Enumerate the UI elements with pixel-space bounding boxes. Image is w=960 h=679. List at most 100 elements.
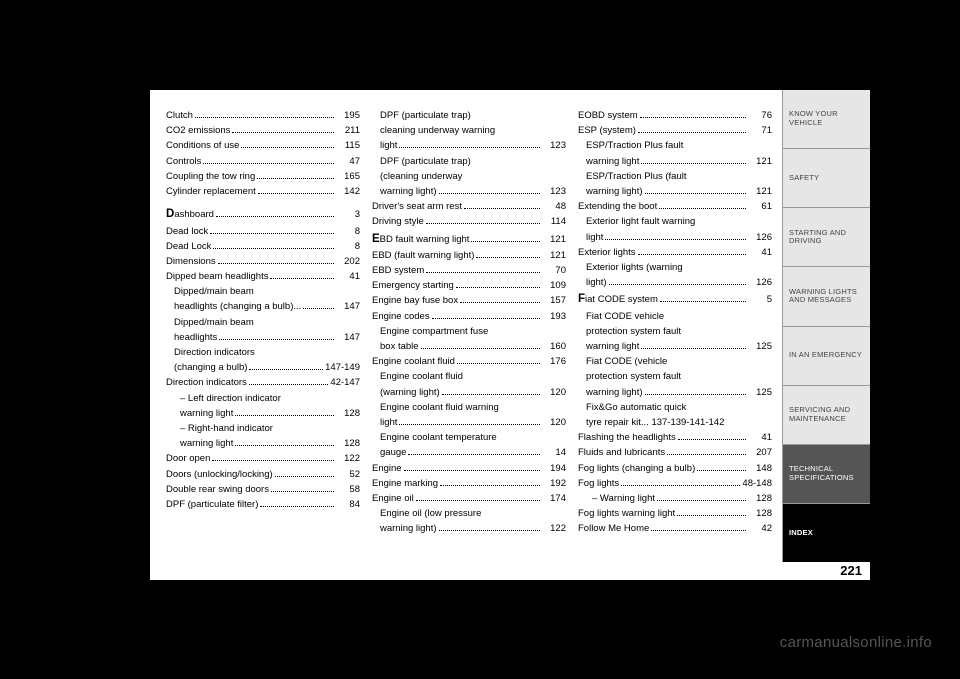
index-entry-label: Engine marking	[372, 476, 438, 491]
index-entry: Driver's seat arm rest48	[372, 199, 566, 214]
index-entry-page: 174	[542, 491, 566, 506]
index-entry-page: 125	[748, 339, 772, 354]
index-entry: EBD (fault warning light) 121	[372, 248, 566, 263]
index-entry-continuation: tyre repair kit... 137-139-141-142	[578, 415, 772, 430]
index-entry-page: 121	[542, 248, 566, 263]
index-entry-label: Engine coolant fluid	[380, 369, 463, 384]
leader-dots	[641, 163, 746, 164]
index-entry: Dashboard3	[166, 205, 360, 223]
leader-dots	[645, 394, 747, 395]
section-tab[interactable]: STARTING ANDDRIVING	[783, 208, 870, 267]
index-entry-page: 41	[748, 430, 772, 445]
leader-dots	[270, 278, 334, 279]
index-entry-label: Extending the boot	[578, 199, 657, 214]
leader-dots	[638, 254, 746, 255]
index-entry-page: 3	[336, 207, 360, 222]
section-tabs: KNOW YOURVEHICLESAFETYSTARTING ANDDRIVIN…	[782, 90, 870, 562]
index-entry-label: Door open	[166, 451, 210, 466]
index-entry: EOBD system76	[578, 108, 772, 123]
index-entry-label: Controls	[166, 154, 201, 169]
leader-dots	[399, 424, 540, 425]
index-entry-page: 176	[542, 354, 566, 369]
watermark: carmanualsonline.info	[780, 634, 932, 651]
index-entry-label: EBD (fault warning light)	[372, 248, 474, 263]
leader-dots	[677, 515, 746, 516]
leader-dots	[638, 132, 746, 133]
index-entry-label: – Left direction indicator	[180, 391, 281, 406]
leader-dots	[609, 284, 746, 285]
index-entry-page: 128	[748, 506, 772, 521]
index-entry: Flashing the headlights41	[578, 430, 772, 445]
page-number-wrap: 221	[782, 562, 870, 580]
leader-dots	[657, 500, 746, 501]
leader-dots	[249, 369, 323, 370]
index-entry-label: Coupling the tow ring	[166, 169, 255, 184]
index-entry-label: warning light)	[380, 521, 437, 536]
leader-dots	[399, 147, 540, 148]
leader-dots	[218, 263, 334, 264]
index-entry-label: Fog lights warning light	[578, 506, 675, 521]
leader-dots	[232, 132, 334, 133]
index-entry: Fiat CODE system5	[578, 290, 772, 308]
index-entry-label: DPF (particulate trap)	[380, 154, 471, 169]
index-entry-page: 114	[542, 214, 566, 229]
leader-dots	[621, 485, 740, 486]
index-entry-label: ESP (system)	[578, 123, 636, 138]
section-tab[interactable]: TECHNICALSPECIFICATIONS	[783, 445, 870, 504]
index-entry: Engine bay fuse box157	[372, 293, 566, 308]
index-entry: Engine194	[372, 461, 566, 476]
index-entry-page: 128	[748, 491, 772, 506]
leader-dots	[210, 233, 334, 234]
leader-dots	[439, 530, 541, 531]
index-entry-page: 121	[748, 184, 772, 199]
index-entry-label: warning light	[586, 339, 639, 354]
leader-dots	[195, 117, 334, 118]
index-entry-label: warning light	[586, 154, 639, 169]
index-entry-continuation: warning light)121	[578, 184, 772, 199]
index-entry-page: 61	[748, 199, 772, 214]
index-entry-page: 52	[336, 467, 360, 482]
index-entry-page: 84	[336, 497, 360, 512]
index-entry-page: 41	[748, 245, 772, 260]
leader-dots	[271, 491, 334, 492]
index-entry-page: 71	[748, 123, 772, 138]
index-entry-label: gauge	[380, 445, 406, 460]
index-entry-page: 120	[542, 385, 566, 400]
index-entry-continuation: box table160	[372, 339, 566, 354]
index-entry-label: Dipped beam headlights	[166, 269, 268, 284]
index-entry-label: ESP/Traction Plus (fault	[586, 169, 687, 184]
index-entry: Clutch195	[166, 108, 360, 123]
index-entry-label: Driver's seat arm rest	[372, 199, 462, 214]
index-entry-label: light)	[586, 275, 607, 290]
index-column-2: DPF (particulate trap)cleaning underway …	[372, 108, 566, 572]
index-entry-page: 42-147	[330, 375, 360, 390]
leader-dots	[203, 163, 334, 164]
index-entry-continuation: (warning light)120	[372, 385, 566, 400]
index-entry: Emergency starting109	[372, 278, 566, 293]
index-entry: Dipped beam headlights41	[166, 269, 360, 284]
section-tab[interactable]: INDEX	[783, 504, 870, 562]
leader-dots	[440, 485, 540, 486]
index-entry: Controls47	[166, 154, 360, 169]
section-tab[interactable]: WARNING LIGHTSAND MESSAGES	[783, 267, 870, 326]
section-tab[interactable]: SERVICING ANDMAINTENANCE	[783, 386, 870, 445]
section-tab[interactable]: KNOW YOURVEHICLE	[783, 90, 870, 149]
index-entry-continuation: protection system fault	[578, 369, 772, 384]
index-entry: Exterior light fault warning	[578, 214, 772, 229]
section-tab[interactable]: SAFETY	[783, 149, 870, 208]
index-entry-label: Direction indicators	[174, 345, 255, 360]
index-entry: Dipped/main beam	[166, 284, 360, 299]
index-entry: Fix&Go automatic quick	[578, 400, 772, 415]
section-tab[interactable]: IN AN EMERGENCY	[783, 327, 870, 386]
index-entry: Engine compartment fuse	[372, 324, 566, 339]
index-entry-label: warning light	[180, 406, 233, 421]
index-entry-label: Fix&Go automatic quick	[586, 400, 686, 415]
leader-dots	[667, 454, 746, 455]
index-entry-page: 122	[542, 521, 566, 536]
leader-dots	[408, 454, 540, 455]
leader-dots	[464, 208, 540, 209]
index-entry: DPF (particulate trap)	[372, 154, 566, 169]
leader-dots	[659, 208, 746, 209]
index-letter-cap: F	[578, 293, 585, 305]
index-entry-continuation: warning light) 122	[372, 521, 566, 536]
